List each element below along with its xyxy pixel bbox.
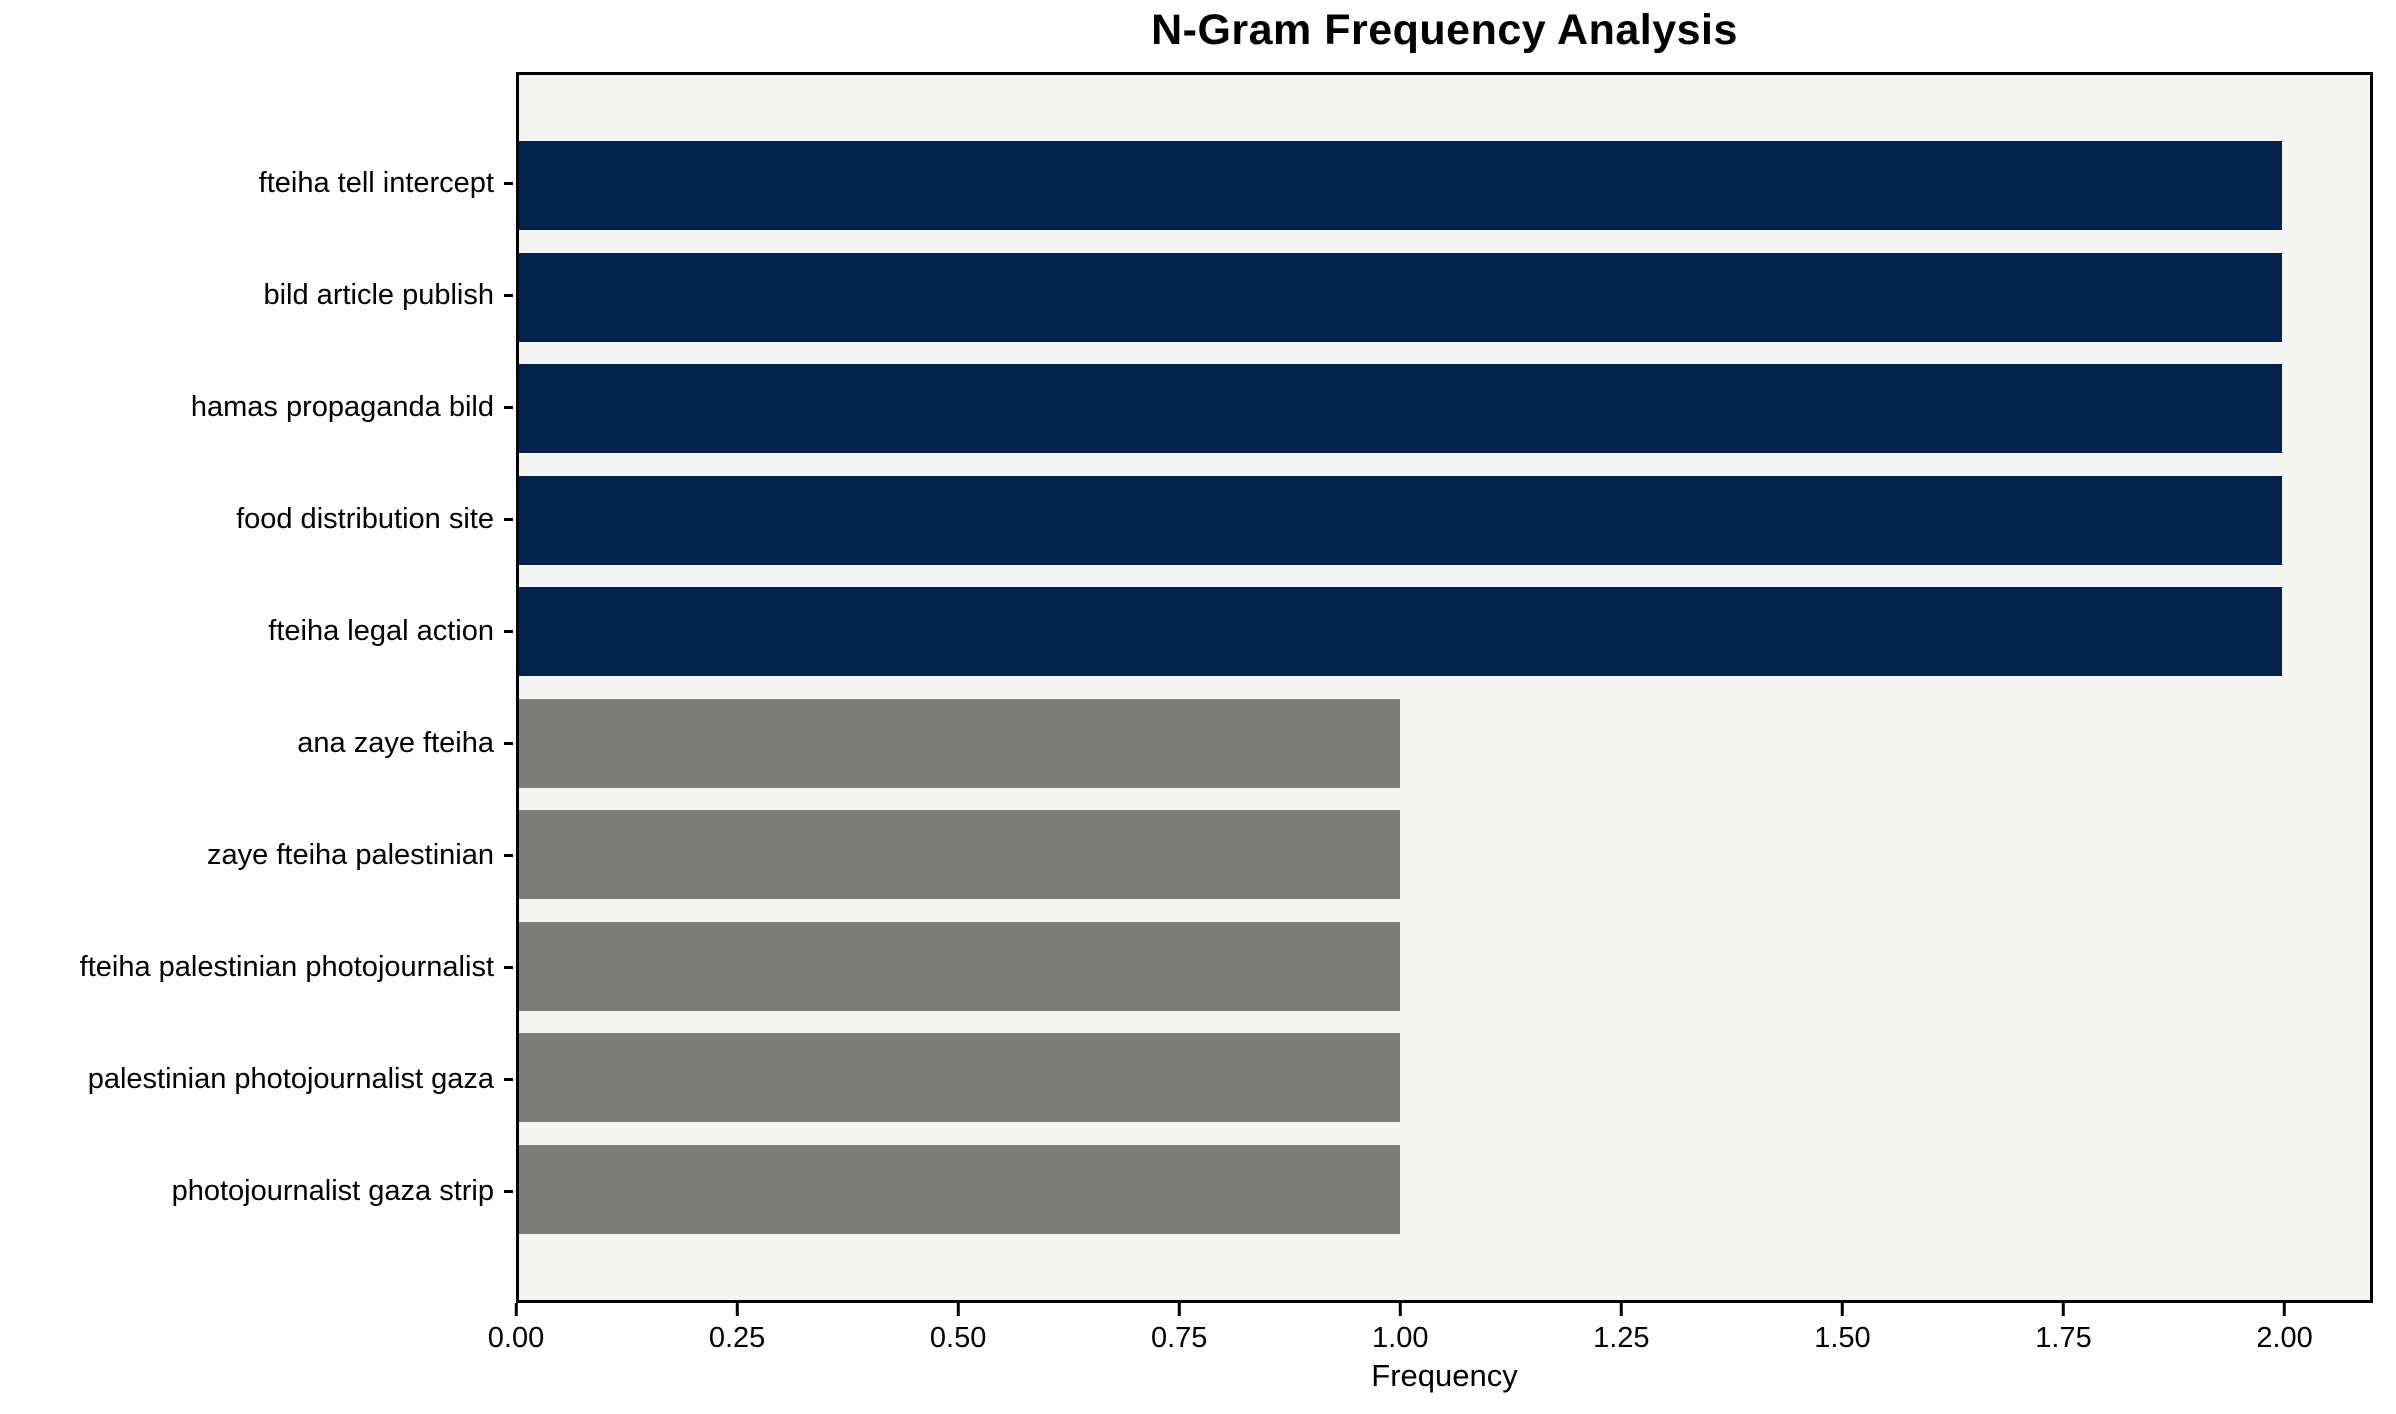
bar-row (519, 911, 2370, 1023)
y-label-row: fteiha tell intercept (0, 127, 513, 239)
bars-container (519, 75, 2370, 1300)
bar-8 (519, 921, 1401, 1011)
bar-row (519, 465, 2370, 577)
x-tick-label: 0.75 (1150, 1322, 1208, 1354)
y-label-row: food distribution site (0, 463, 513, 575)
x-tick-label: 0.50 (929, 1322, 987, 1354)
y-tick-mark (504, 181, 513, 185)
x-tick-mark (735, 1303, 739, 1316)
x-tick-mark (514, 1303, 518, 1316)
bar-10 (519, 1144, 1401, 1234)
x-tick: 1.25 (1593, 1303, 1650, 1355)
bar-row (519, 353, 2370, 465)
x-tick-label: 1.75 (2035, 1322, 2092, 1354)
y-tick-label: food distribution site (236, 502, 494, 535)
x-tick: 1.00 (1372, 1303, 1429, 1355)
x-tick-label: 1.50 (1814, 1322, 1871, 1354)
y-label-row: zaye fteiha palestinian (0, 800, 513, 912)
bar-row (519, 799, 2370, 911)
x-tick: 0.75 (1151, 1303, 1207, 1355)
y-label-row: bild article publish (0, 239, 513, 351)
x-tick-label: 1.00 (1372, 1322, 1429, 1354)
y-tick-label: zaye fteiha palestinian (207, 839, 494, 872)
y-tick-label: fteiha palestinian photojournalist (79, 951, 494, 984)
y-label-row: photojournalist gaza strip (0, 1136, 513, 1248)
y-tick-mark (504, 405, 513, 409)
x-tick: 0.50 (930, 1303, 986, 1355)
y-tick-mark (504, 293, 513, 297)
bar-3 (519, 364, 2282, 454)
x-tick-mark (2061, 1303, 2065, 1316)
x-tick: 0.25 (709, 1303, 765, 1355)
chart-title: N-Gram Frequency Analysis (1151, 6, 1738, 54)
y-label-row: fteiha palestinian photojournalist (0, 912, 513, 1024)
y-tick-label: photojournalist gaza strip (171, 1175, 494, 1208)
x-tick-mark (1398, 1303, 1402, 1316)
x-tick-label: 0.00 (487, 1322, 545, 1354)
bar-row (519, 242, 2370, 354)
x-tick: 0.00 (488, 1303, 544, 1355)
x-axis-title: Frequency (1371, 1358, 1518, 1393)
bar-row (519, 130, 2370, 242)
x-tick-mark (956, 1303, 960, 1316)
y-tick-label: bild article publish (263, 278, 494, 311)
x-tick-mark (1177, 1303, 1181, 1316)
y-tick-label: hamas propaganda bild (190, 390, 494, 423)
y-tick-label: ana zaye fteiha (297, 727, 494, 760)
y-tick-mark (504, 517, 513, 521)
bar-row (519, 1022, 2370, 1134)
bar-row (519, 1134, 2370, 1246)
y-label-row: hamas propaganda bild (0, 351, 513, 463)
x-tick: 2.00 (2256, 1303, 2313, 1355)
bar-7 (519, 810, 1401, 900)
bar-row (519, 576, 2370, 688)
y-tick-mark (504, 629, 513, 633)
bar-4 (519, 475, 2282, 565)
bar-9 (519, 1033, 1401, 1123)
y-axis: fteiha tell intercept bild article publis… (0, 72, 513, 1303)
x-tick: 1.50 (1814, 1303, 1871, 1355)
bar-6 (519, 698, 1401, 788)
x-tick-label: 1.25 (1593, 1322, 1650, 1354)
x-tick-mark (2283, 1303, 2287, 1316)
x-tick-mark (1619, 1303, 1623, 1316)
x-tick-mark (1840, 1303, 1844, 1316)
bar-row (519, 688, 2370, 800)
plot-area (516, 72, 2373, 1303)
y-tick-mark (504, 966, 513, 970)
y-tick-label: palestinian photojournalist gaza (87, 1063, 494, 1096)
bar-2 (519, 252, 2282, 342)
x-tick-label: 0.25 (708, 1322, 766, 1354)
y-label-row: ana zaye fteiha (0, 687, 513, 799)
y-tick-mark (504, 1078, 513, 1082)
y-tick-mark (504, 854, 513, 858)
x-tick-label: 2.00 (2256, 1322, 2313, 1354)
y-label-row: fteiha legal action (0, 575, 513, 687)
y-tick-label: fteiha legal action (268, 614, 494, 647)
y-tick-mark (504, 742, 513, 746)
y-label-row: palestinian photojournalist gaza (0, 1024, 513, 1136)
y-tick-mark (504, 1190, 513, 1194)
bar-5 (519, 587, 2282, 677)
bar-1 (519, 141, 2282, 231)
x-tick: 1.75 (2035, 1303, 2092, 1355)
y-tick-label: fteiha tell intercept (258, 166, 494, 199)
